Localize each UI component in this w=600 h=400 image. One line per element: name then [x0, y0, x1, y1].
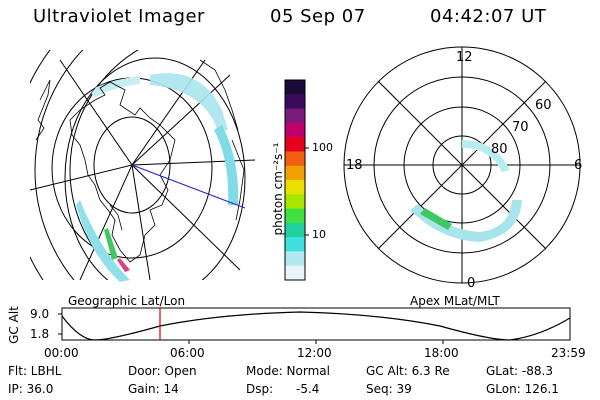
colorbar-tick-100: 100: [312, 141, 333, 154]
timeline-xtick-0000: 00:00: [44, 346, 79, 360]
mlt-label-18: 18: [346, 158, 363, 173]
right-panel-caption: Apex MLat/MLT: [410, 294, 500, 308]
date-label: 05 Sep 07: [270, 6, 366, 27]
timeline-xtick-1200: 12:00: [297, 346, 332, 360]
colorbar-band: [285, 94, 305, 110]
gain-info: Gain: 14: [128, 382, 179, 396]
colorbar-band: [285, 151, 305, 167]
timeline-axis-label: GC Alt: [7, 306, 21, 344]
mlat-label-60: 60: [535, 98, 552, 113]
colorbar-band: [285, 108, 305, 124]
dsp-label: Dsp:: [246, 382, 274, 396]
colorbar-band: [285, 165, 305, 181]
colorbar-band: [285, 122, 305, 138]
timeline-ytick-9: 9.0: [30, 307, 50, 321]
colorbar-band: [285, 237, 305, 252]
mlat-label-80: 80: [491, 142, 508, 157]
door-info: Door: Open: [128, 364, 197, 378]
colorbar-band: [285, 137, 305, 152]
ip-info: IP: 36.0: [8, 382, 54, 396]
mlt-label-6: 6: [574, 158, 583, 173]
gc-alt-info: GC Alt: 6.3 Re: [366, 364, 450, 378]
timeline-ytick-1.8: 1.8: [30, 327, 50, 341]
mode-info: Mode: Normal: [246, 364, 330, 378]
timeline-xtick-1800: 18:00: [424, 346, 459, 360]
glon-info: GLon: 126.1: [486, 382, 559, 396]
colorbar-band: [285, 194, 305, 210]
seq-info: Seq: 39: [366, 382, 412, 396]
timeline-xtick-2359: 23:59: [551, 346, 586, 360]
colorbar-band: [285, 208, 305, 224]
filter-info: Flt: LBHL: [8, 364, 62, 378]
colorbar-band: [285, 80, 305, 95]
glat-info: GLat: -88.3: [486, 364, 553, 378]
colorbar-band: [285, 180, 305, 195]
dsp-value: -5.4: [296, 382, 320, 396]
left-panel-caption: Geographic Lat/Lon: [68, 294, 186, 308]
colorbar-tick-10: 10: [312, 228, 326, 241]
colorbar-band: [285, 222, 305, 238]
time-label: 04:42:07 UT: [430, 6, 547, 27]
timeline-xtick-0600: 06:00: [170, 346, 205, 360]
mlat-label-70: 70: [512, 120, 529, 135]
colorbar-band: [285, 251, 305, 267]
app-title: Ultraviolet Imager: [33, 6, 205, 27]
colorbar-band: [285, 265, 305, 281]
mlt-label-0: 0: [467, 276, 476, 291]
mlt-label-12: 12: [456, 50, 473, 65]
